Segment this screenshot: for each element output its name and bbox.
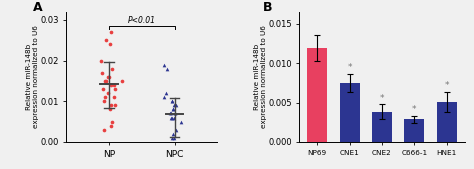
Point: [100, 88, 107, 90]
Point: [169, 132, 177, 135]
Point: [108, 124, 115, 127]
Text: A: A: [33, 1, 43, 14]
Point: [105, 92, 112, 94]
Bar: [372, 112, 392, 142]
Point: [106, 43, 114, 46]
Point: [171, 112, 179, 115]
Y-axis label: Relative miR-148b
expression normalized to U6: Relative miR-148b expression normalized …: [26, 26, 39, 128]
Point: [107, 84, 115, 86]
Point: [106, 108, 113, 111]
Text: *: *: [380, 93, 384, 103]
Point: [110, 84, 118, 86]
Point: [108, 31, 115, 33]
Point: [101, 96, 109, 99]
Point: [111, 88, 119, 90]
Point: [163, 67, 171, 70]
Bar: [339, 83, 360, 142]
Point: [171, 112, 179, 115]
Point: [172, 104, 179, 107]
Point: [111, 104, 118, 107]
Text: *: *: [347, 63, 352, 72]
Bar: [404, 119, 424, 142]
Point: [161, 96, 168, 99]
Bar: [437, 102, 457, 142]
Point: [168, 116, 176, 119]
Text: B: B: [263, 1, 273, 14]
Y-axis label: Relative miR-148b
expression normalized to U6: Relative miR-148b expression normalized …: [254, 26, 267, 128]
Point: [161, 63, 168, 66]
Point: [118, 80, 126, 82]
Point: [170, 116, 178, 119]
Point: [167, 112, 175, 115]
Point: [171, 104, 178, 107]
Point: [98, 71, 106, 74]
Point: [110, 96, 118, 99]
Point: [177, 120, 184, 123]
Point: [105, 76, 112, 78]
Point: [102, 39, 109, 42]
Point: [168, 100, 176, 103]
Text: P<0.01: P<0.01: [128, 16, 156, 25]
Bar: [307, 48, 327, 142]
Point: [108, 120, 116, 123]
Point: [100, 128, 108, 131]
Point: [168, 116, 175, 119]
Point: [105, 76, 113, 78]
Point: [168, 137, 176, 139]
Point: [109, 67, 116, 70]
Point: [166, 112, 174, 115]
Point: [101, 80, 109, 82]
Point: [163, 92, 170, 94]
Point: [172, 128, 180, 131]
Point: [102, 80, 110, 82]
Point: [170, 108, 177, 111]
Point: [97, 59, 105, 62]
Point: [108, 104, 115, 107]
Text: *: *: [412, 105, 417, 114]
Point: [169, 108, 177, 111]
Text: *: *: [445, 81, 449, 90]
Point: [100, 100, 108, 103]
Point: [170, 137, 178, 139]
Point: [168, 100, 175, 103]
